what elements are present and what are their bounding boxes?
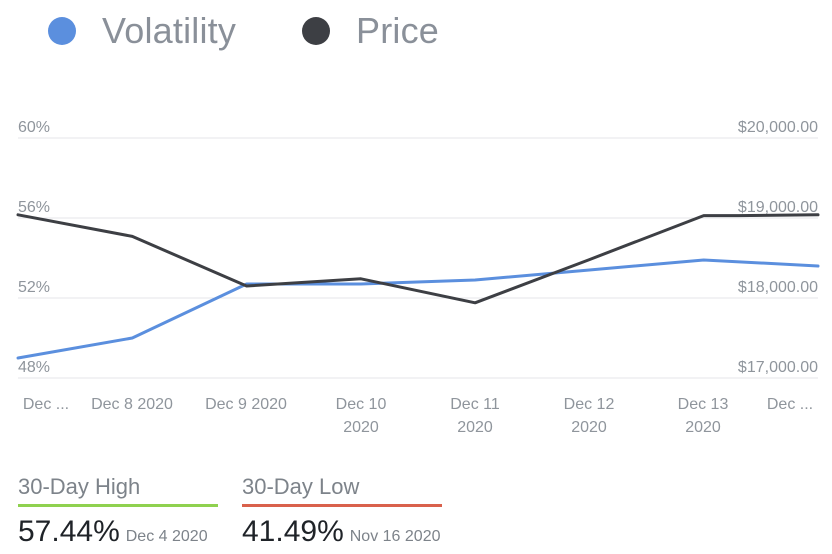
x-tick-label: Dec ... xyxy=(23,396,69,413)
x-axis: Dec ... Dec 8 2020 Dec 9 2020 Dec 10 2020 Dec… xyxy=(23,396,813,436)
stat-low-value: 41.49% xyxy=(242,515,344,548)
y-right-tick-label: $20,000.00 xyxy=(738,119,818,136)
stat-high-date: Dec 4 2020 xyxy=(125,528,208,545)
legend-item-price[interactable]: Price xyxy=(302,6,439,56)
legend-item-volatility[interactable]: Volatility xyxy=(48,6,236,56)
x-tick-label: Dec 11 2020 xyxy=(450,396,500,436)
legend-dot-volatility xyxy=(48,17,76,45)
line-chart: 48% 52% 56% 60% $17,000.00 $18,000.00 $19,000… xyxy=(16,119,820,436)
stat-30-day-high: 30-Day High 57.44% Dec 4 2020 xyxy=(18,474,218,549)
series-line-price xyxy=(16,213,820,305)
stat-low-date: Nov 16 2020 xyxy=(349,528,441,545)
x-tick-label: Dec 10 2020 xyxy=(336,396,387,436)
y-left-tick-label: 56% xyxy=(18,199,50,216)
x-tick-label: Dec 8 2020 xyxy=(91,396,173,413)
x-tick-label: Dec ... xyxy=(767,396,813,413)
stat-high-value: 57.44% xyxy=(18,515,120,548)
legend-label-volatility: Volatility xyxy=(102,10,237,51)
y-right-tick-label: $19,000.00 xyxy=(738,199,818,216)
stat-30-day-low: 30-Day Low 41.49% Nov 16 2020 xyxy=(242,474,442,549)
legend-label-price: Price xyxy=(356,10,440,51)
y-left-tick-label: 52% xyxy=(18,279,50,296)
stat-high-bar xyxy=(18,504,218,507)
series-lines xyxy=(16,213,820,360)
stat-low-bar xyxy=(242,504,442,507)
y-left-tick-label: 48% xyxy=(18,359,50,376)
y-axis-left: 48% 52% 56% 60% xyxy=(18,119,50,376)
y-left-tick-label: 60% xyxy=(18,119,50,136)
stat-low-label: 30-Day Low xyxy=(242,474,360,499)
grid-lines xyxy=(18,137,818,379)
x-tick-label: Dec 9 2020 xyxy=(205,396,287,413)
y-axis-right: $17,000.00 $18,000.00 $19,000.00 $20,000.00 xyxy=(738,119,818,376)
x-tick-label: Dec 12 2020 xyxy=(564,396,615,436)
y-right-tick-label: $18,000.00 xyxy=(738,279,818,296)
x-tick-label: Dec 13 2020 xyxy=(678,396,729,436)
y-right-tick-label: $17,000.00 xyxy=(738,359,818,376)
stat-high-label: 30-Day High xyxy=(18,474,141,499)
series-line-volatility xyxy=(16,258,820,360)
legend-dot-price xyxy=(302,17,330,45)
legend: Volatility Price xyxy=(0,0,832,70)
